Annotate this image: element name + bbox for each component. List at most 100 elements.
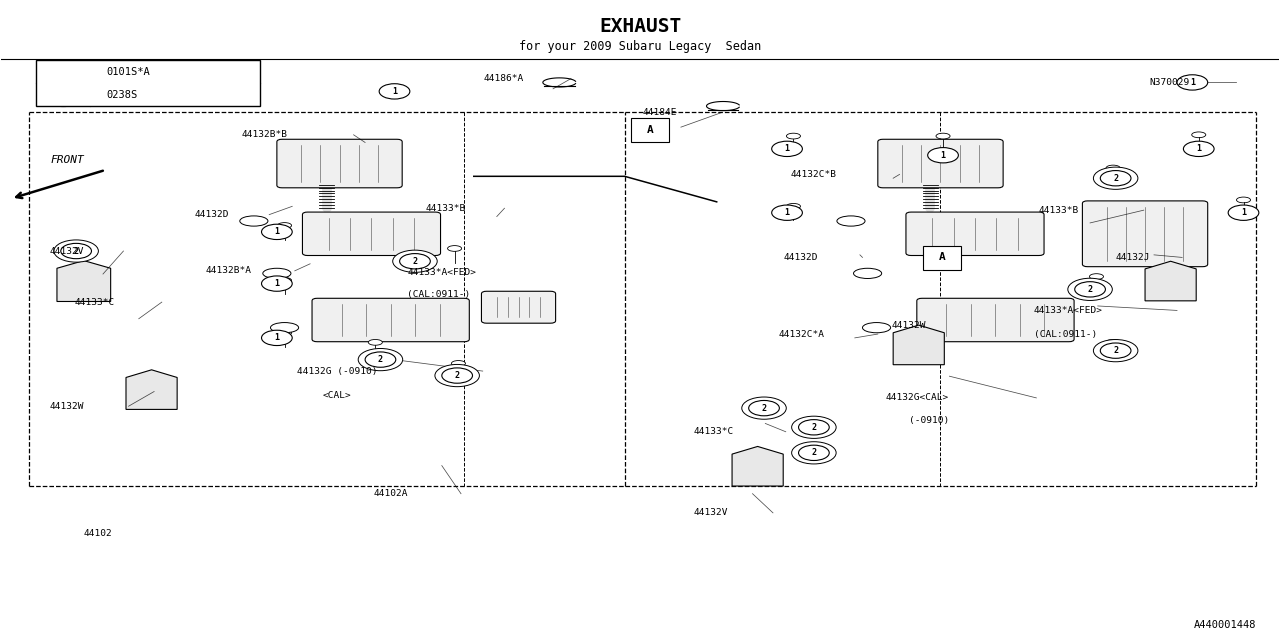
Text: 2: 2 [1114,346,1119,355]
Circle shape [928,148,959,163]
Text: (CAL:0911-): (CAL:0911-) [1034,330,1097,339]
Ellipse shape [1106,339,1120,345]
Text: 1: 1 [392,87,397,96]
Circle shape [1075,282,1106,297]
Ellipse shape [278,223,292,228]
Text: 1: 1 [1190,78,1194,87]
Circle shape [442,368,472,383]
Text: (-0910): (-0910) [909,417,948,426]
Text: 2: 2 [812,449,817,458]
Circle shape [40,83,87,107]
Text: for your 2009 Subaru Legacy  Sedan: for your 2009 Subaru Legacy Sedan [518,40,762,53]
Text: A440001448: A440001448 [1194,620,1256,630]
Text: 0238S: 0238S [106,90,138,100]
Bar [37,60,260,106]
Text: 2: 2 [454,371,460,380]
Text: 1: 1 [785,145,790,154]
Circle shape [799,445,829,461]
Circle shape [791,442,836,464]
Circle shape [261,224,292,239]
Ellipse shape [936,133,950,139]
Ellipse shape [1089,274,1103,280]
FancyBboxPatch shape [302,212,440,255]
Text: 2: 2 [1114,173,1119,183]
Text: FRONT: FRONT [50,156,84,166]
Circle shape [1184,141,1215,157]
Bar [923,246,961,270]
FancyBboxPatch shape [916,298,1074,342]
Text: 2: 2 [812,423,817,432]
Text: 1: 1 [274,279,279,288]
Polygon shape [893,325,945,365]
Ellipse shape [270,323,298,333]
Bar [631,118,669,143]
Circle shape [791,416,836,438]
Text: 1: 1 [61,67,65,76]
Circle shape [47,63,79,80]
Circle shape [365,352,396,367]
Text: 44132W: 44132W [50,402,83,411]
Text: 44132D: 44132D [195,210,229,219]
Text: 44132B*B: 44132B*B [241,131,287,140]
Text: 1: 1 [274,227,279,236]
Polygon shape [732,447,783,486]
Text: 44132V: 44132V [694,508,728,517]
Circle shape [393,250,438,273]
Ellipse shape [863,323,891,333]
FancyBboxPatch shape [312,298,470,342]
Text: 44133*B: 44133*B [1039,205,1079,214]
Text: A: A [938,252,945,262]
Text: 44186*A: 44186*A [484,74,525,83]
Ellipse shape [262,268,291,278]
Text: N370029: N370029 [1149,78,1189,87]
Circle shape [399,253,430,269]
Ellipse shape [369,339,383,345]
Text: 44102: 44102 [83,529,113,538]
Text: 44133*B: 44133*B [425,204,466,212]
Circle shape [261,276,292,291]
Text: A: A [646,125,654,134]
Text: 44132W: 44132W [892,321,927,330]
Polygon shape [56,260,110,301]
Text: 2: 2 [762,404,767,413]
Text: 2: 2 [61,90,65,99]
Text: 44132G (-0910): 44132G (-0910) [297,367,378,376]
Text: 44184E: 44184E [643,108,677,117]
Text: 1: 1 [1197,145,1201,154]
Text: 1: 1 [1242,208,1245,217]
Circle shape [749,401,780,416]
Text: 44132C*A: 44132C*A [778,330,824,339]
Text: 44133*A<FED>: 44133*A<FED> [407,268,476,276]
Ellipse shape [278,330,292,335]
Ellipse shape [786,204,800,209]
Circle shape [1093,340,1138,362]
Circle shape [1178,75,1208,90]
Text: 2: 2 [1088,285,1093,294]
FancyBboxPatch shape [481,291,556,323]
Circle shape [358,349,403,371]
Circle shape [60,243,91,259]
Text: 44102A: 44102A [374,489,408,498]
Circle shape [772,205,803,220]
Circle shape [261,330,292,346]
Text: <CAL>: <CAL> [323,391,352,400]
Text: 1: 1 [274,333,279,342]
Ellipse shape [1106,165,1120,171]
FancyBboxPatch shape [878,140,1004,188]
Circle shape [1093,167,1138,189]
Circle shape [54,240,99,262]
Text: (CAL:0911-): (CAL:0911-) [407,290,471,299]
Text: 44132B*A: 44132B*A [205,266,251,275]
Circle shape [47,86,79,103]
Text: 1: 1 [941,151,946,160]
Text: 1: 1 [785,208,790,217]
Ellipse shape [452,360,466,366]
Text: 2: 2 [378,355,383,364]
Text: 44132G<CAL>: 44132G<CAL> [886,394,948,403]
Circle shape [742,397,786,419]
Text: 0101S*A: 0101S*A [106,67,151,77]
Circle shape [1101,343,1132,358]
FancyBboxPatch shape [906,212,1044,255]
Ellipse shape [278,278,292,284]
Circle shape [435,364,480,387]
